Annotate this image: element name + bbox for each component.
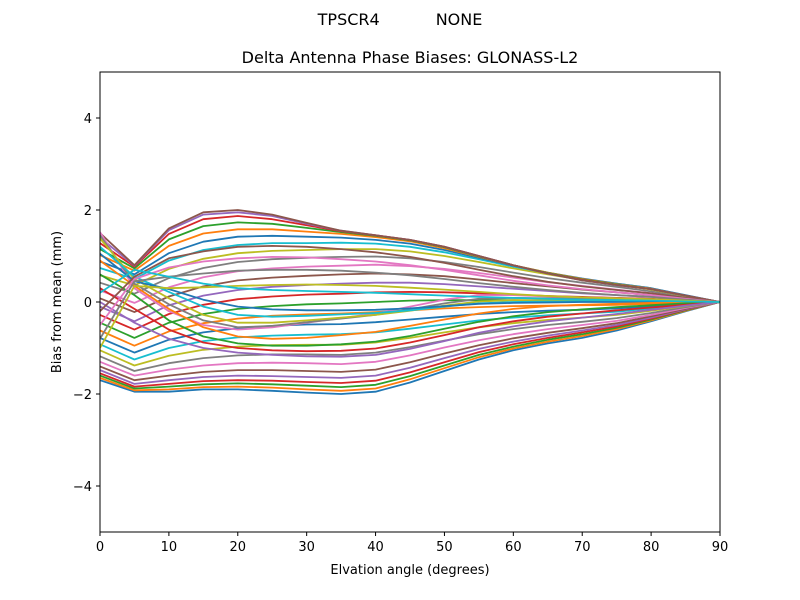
series-line — [100, 273, 720, 347]
x-tick-label: 10 — [161, 540, 178, 555]
y-tick-label: −2 — [73, 388, 92, 403]
series-line — [100, 301, 720, 358]
x-axis-label: Elvation angle (degrees) — [330, 563, 489, 578]
series-line — [100, 301, 720, 372]
series-line — [100, 287, 720, 353]
series-line — [100, 301, 720, 390]
x-tick-label: 0 — [96, 540, 104, 555]
series-line — [100, 301, 720, 382]
series-line — [100, 283, 720, 349]
series-line — [100, 259, 720, 340]
y-tick-label: 0 — [84, 296, 92, 311]
series-line — [100, 255, 720, 303]
series-line — [100, 301, 720, 385]
x-tick-label: 90 — [712, 540, 729, 555]
figure-suptitle: TPSCR4 NONE — [0, 10, 800, 29]
x-tick-label: 40 — [367, 540, 384, 555]
x-axis: 0 10 20 30 40 50 60 70 80 90 — [96, 532, 728, 555]
y-tick-label: 2 — [84, 204, 92, 219]
y-tick-label: −4 — [73, 480, 92, 495]
series-line — [100, 252, 720, 312]
x-tick-label: 50 — [436, 540, 453, 555]
series-line — [100, 268, 720, 303]
series-line — [100, 255, 720, 326]
series-line — [100, 209, 720, 303]
x-tick-label: 30 — [298, 540, 315, 555]
series-line — [100, 244, 720, 312]
x-tick-label: 70 — [574, 540, 591, 555]
x-tick-label: 60 — [505, 540, 522, 555]
series-line — [100, 301, 720, 377]
x-tick-label: 80 — [643, 540, 660, 555]
x-tick-label: 20 — [230, 540, 247, 555]
series-line — [100, 301, 720, 354]
series-line — [100, 301, 720, 388]
series-line — [100, 301, 720, 392]
suptitle-radome: NONE — [435, 10, 483, 29]
series-line — [100, 268, 720, 340]
y-axis: −4 −2 0 2 4 — [73, 112, 100, 495]
series-line — [100, 301, 720, 361]
series-line — [100, 301, 720, 395]
y-tick-label: 4 — [84, 112, 92, 127]
data-series-group — [100, 209, 720, 395]
chart-title: Delta Antenna Phase Biases: GLONASS-L2 — [241, 48, 579, 67]
y-axis-label: Bias from mean (mm) — [50, 231, 65, 373]
suptitle-antenna: TPSCR4 — [317, 10, 380, 29]
